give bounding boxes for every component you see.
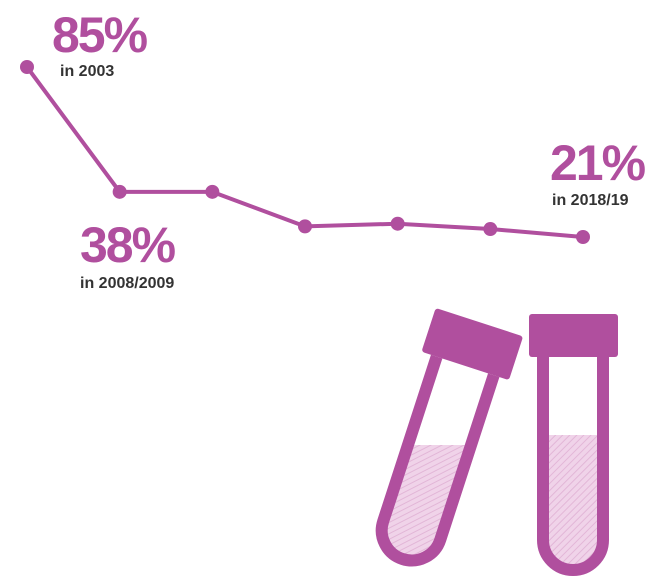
value-label: 21% bbox=[550, 135, 646, 191]
point bbox=[390, 216, 405, 231]
note: in 2018/19 bbox=[552, 192, 629, 209]
line bbox=[25, 65, 584, 239]
point bbox=[576, 230, 590, 244]
test-tube-right bbox=[529, 314, 618, 576]
value-label: 85% bbox=[52, 7, 148, 63]
note: in 2003 bbox=[60, 63, 114, 80]
value-label: 38% bbox=[80, 217, 176, 273]
point bbox=[205, 184, 220, 199]
point bbox=[298, 219, 312, 234]
note: in 2008/2009 bbox=[80, 275, 174, 292]
point bbox=[20, 60, 34, 74]
point bbox=[112, 184, 127, 199]
test-tube-left bbox=[375, 308, 523, 567]
point bbox=[483, 222, 498, 237]
